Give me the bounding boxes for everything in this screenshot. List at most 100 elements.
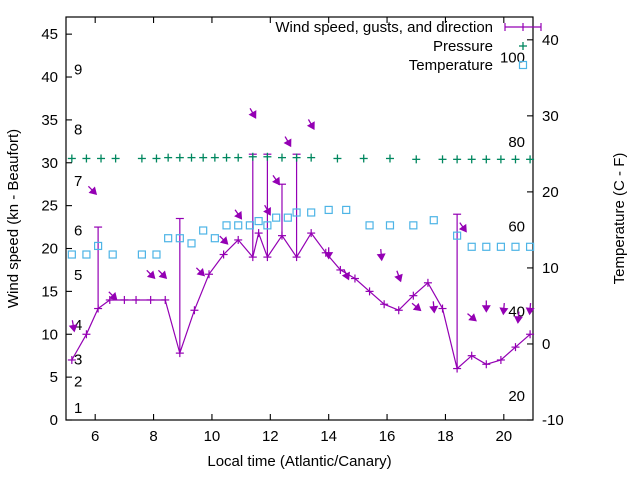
wind-direction-arrow-icon xyxy=(108,291,118,301)
x-tick-label: 12 xyxy=(262,428,279,445)
temperature-marker xyxy=(429,216,438,225)
y-tick-label: 15 xyxy=(41,283,58,300)
temperature-marker xyxy=(482,242,491,251)
legend-label-temperature: Temperature xyxy=(409,57,493,74)
temperature-marker xyxy=(525,242,535,251)
y2-tick-label: -10 xyxy=(542,412,564,429)
wind-direction-arrow-icon xyxy=(219,235,229,245)
y-axis-title: Wind speed (kn - Beaufort) xyxy=(5,129,22,308)
temperature-marker xyxy=(263,221,272,230)
y-tick-label: 40 xyxy=(41,69,58,86)
temperature-marker xyxy=(67,250,76,259)
wind-direction-arrow-icon xyxy=(87,185,98,195)
plot-border xyxy=(65,16,534,421)
temperature-marker xyxy=(234,221,243,230)
temperature-marker xyxy=(187,239,196,248)
fahrenheit-label: 100 xyxy=(500,50,525,67)
fahrenheit-label: 80 xyxy=(508,134,525,151)
temperature-marker xyxy=(175,234,184,243)
temperature-marker xyxy=(108,250,117,259)
beaufort-label: 4 xyxy=(74,317,82,334)
wind-direction-arrow-icon xyxy=(525,302,535,316)
beaufort-label: 3 xyxy=(74,351,82,368)
temperature-marker xyxy=(292,208,301,217)
wind-direction-arrow-icon xyxy=(195,267,206,277)
wind-direction-arrow-icon xyxy=(411,302,422,312)
beaufort-label: 8 xyxy=(74,121,82,138)
y2-tick-label: 20 xyxy=(542,184,559,201)
temperature-marker xyxy=(272,213,281,222)
wind-direction-arrow-icon xyxy=(263,204,271,216)
wind-direction-arrow-icon xyxy=(283,136,292,148)
x-tick-label: 14 xyxy=(320,428,337,445)
wind-direction-arrow-icon xyxy=(234,209,243,220)
y2-tick-label: 30 xyxy=(542,108,559,125)
y-tick-label: 0 xyxy=(50,412,58,429)
wind-direction-arrow-icon xyxy=(376,248,386,262)
legend-temperature-square-sample xyxy=(518,60,528,70)
wind-direction-arrow-icon xyxy=(272,175,281,186)
temperature-marker xyxy=(245,221,254,230)
temperature-marker xyxy=(467,242,476,251)
temperature-marker xyxy=(283,213,292,222)
y2-tick-label: 40 xyxy=(542,32,559,49)
y-tick-label: 20 xyxy=(41,241,58,258)
fahrenheit-label: 60 xyxy=(508,218,525,235)
temperature-marker xyxy=(307,208,316,217)
temperature-marker xyxy=(453,231,462,240)
wind-direction-arrow-icon xyxy=(306,119,315,131)
temperature-marker xyxy=(94,241,103,251)
temperature-marker xyxy=(511,242,520,251)
wind-speed-line xyxy=(71,231,531,370)
x-tick-label: 18 xyxy=(437,428,454,445)
y2-tick-label: 10 xyxy=(542,260,559,277)
wind-direction-arrow-icon xyxy=(68,320,78,333)
x-axis-title: Local time (Atlantic/Canary) xyxy=(207,453,391,470)
wind-direction-arrow-icon xyxy=(157,269,168,280)
temperature-marker xyxy=(385,221,395,230)
temperature-marker xyxy=(199,226,208,235)
legend-label-pressure: Pressure xyxy=(433,38,493,55)
wind-direction-arrow-icon xyxy=(248,107,257,119)
temperature-marker xyxy=(82,250,91,259)
x-tick-label: 10 xyxy=(204,428,221,445)
x-tick-label: 16 xyxy=(379,428,396,445)
temperature-marker xyxy=(210,234,219,243)
y2-tick-label: 0 xyxy=(542,336,550,353)
wind-direction-arrow-icon xyxy=(146,269,156,280)
x-tick-label: 20 xyxy=(495,428,512,445)
temperature-marker xyxy=(152,250,161,259)
x-tick-label: 8 xyxy=(149,428,157,445)
y2-axis-title: Temperature (C - F) xyxy=(611,153,628,285)
beaufort-label: 7 xyxy=(74,173,82,190)
temperature-marker xyxy=(254,216,263,226)
temperature-marker xyxy=(164,234,173,243)
wind-direction-arrow-icon xyxy=(481,300,491,313)
temperature-marker xyxy=(365,221,374,230)
temperature-marker xyxy=(496,242,505,251)
wind-direction-arrow-icon xyxy=(458,222,467,233)
y-tick-label: 30 xyxy=(41,155,58,172)
y-tick-label: 35 xyxy=(41,112,58,129)
y-tick-label: 45 xyxy=(41,26,58,43)
wind-direction-arrow-icon xyxy=(499,302,509,316)
beaufort-label: 5 xyxy=(74,267,82,284)
beaufort-label: 6 xyxy=(74,223,82,240)
wind-direction-arrow-icon xyxy=(513,311,523,324)
beaufort-label: 9 xyxy=(74,61,82,78)
temperature-marker xyxy=(222,221,231,230)
fahrenheit-label: 20 xyxy=(508,388,525,405)
temperature-marker xyxy=(137,250,146,259)
beaufort-label: 1 xyxy=(74,400,82,417)
y-tick-label: 5 xyxy=(50,369,58,386)
x-tick-label: 6 xyxy=(91,428,99,445)
wind-direction-arrow-icon xyxy=(324,247,334,260)
y-tick-label: 25 xyxy=(41,198,58,215)
temperature-marker xyxy=(324,205,333,215)
legend-label-wind: Wind speed, gusts, and direction xyxy=(275,19,493,36)
wind-direction-arrow-icon xyxy=(429,301,439,314)
wind-direction-arrow-icon xyxy=(394,270,403,283)
y-tick-label: 10 xyxy=(41,326,58,343)
